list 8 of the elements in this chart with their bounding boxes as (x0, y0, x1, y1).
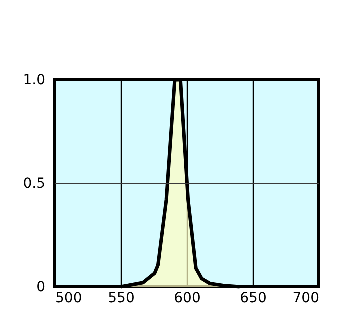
x-tick-label: 700 (292, 290, 320, 306)
x-tick-label: 650 (240, 290, 267, 306)
y-tick-label: 1.0 (23, 72, 46, 88)
y-tick-label: 0 (36, 280, 46, 296)
x-tick-label: 600 (174, 290, 201, 306)
y-tick-label: 0.5 (23, 176, 46, 192)
x-tick-label: 550 (108, 290, 135, 306)
x-tick-label: 500 (56, 290, 82, 306)
